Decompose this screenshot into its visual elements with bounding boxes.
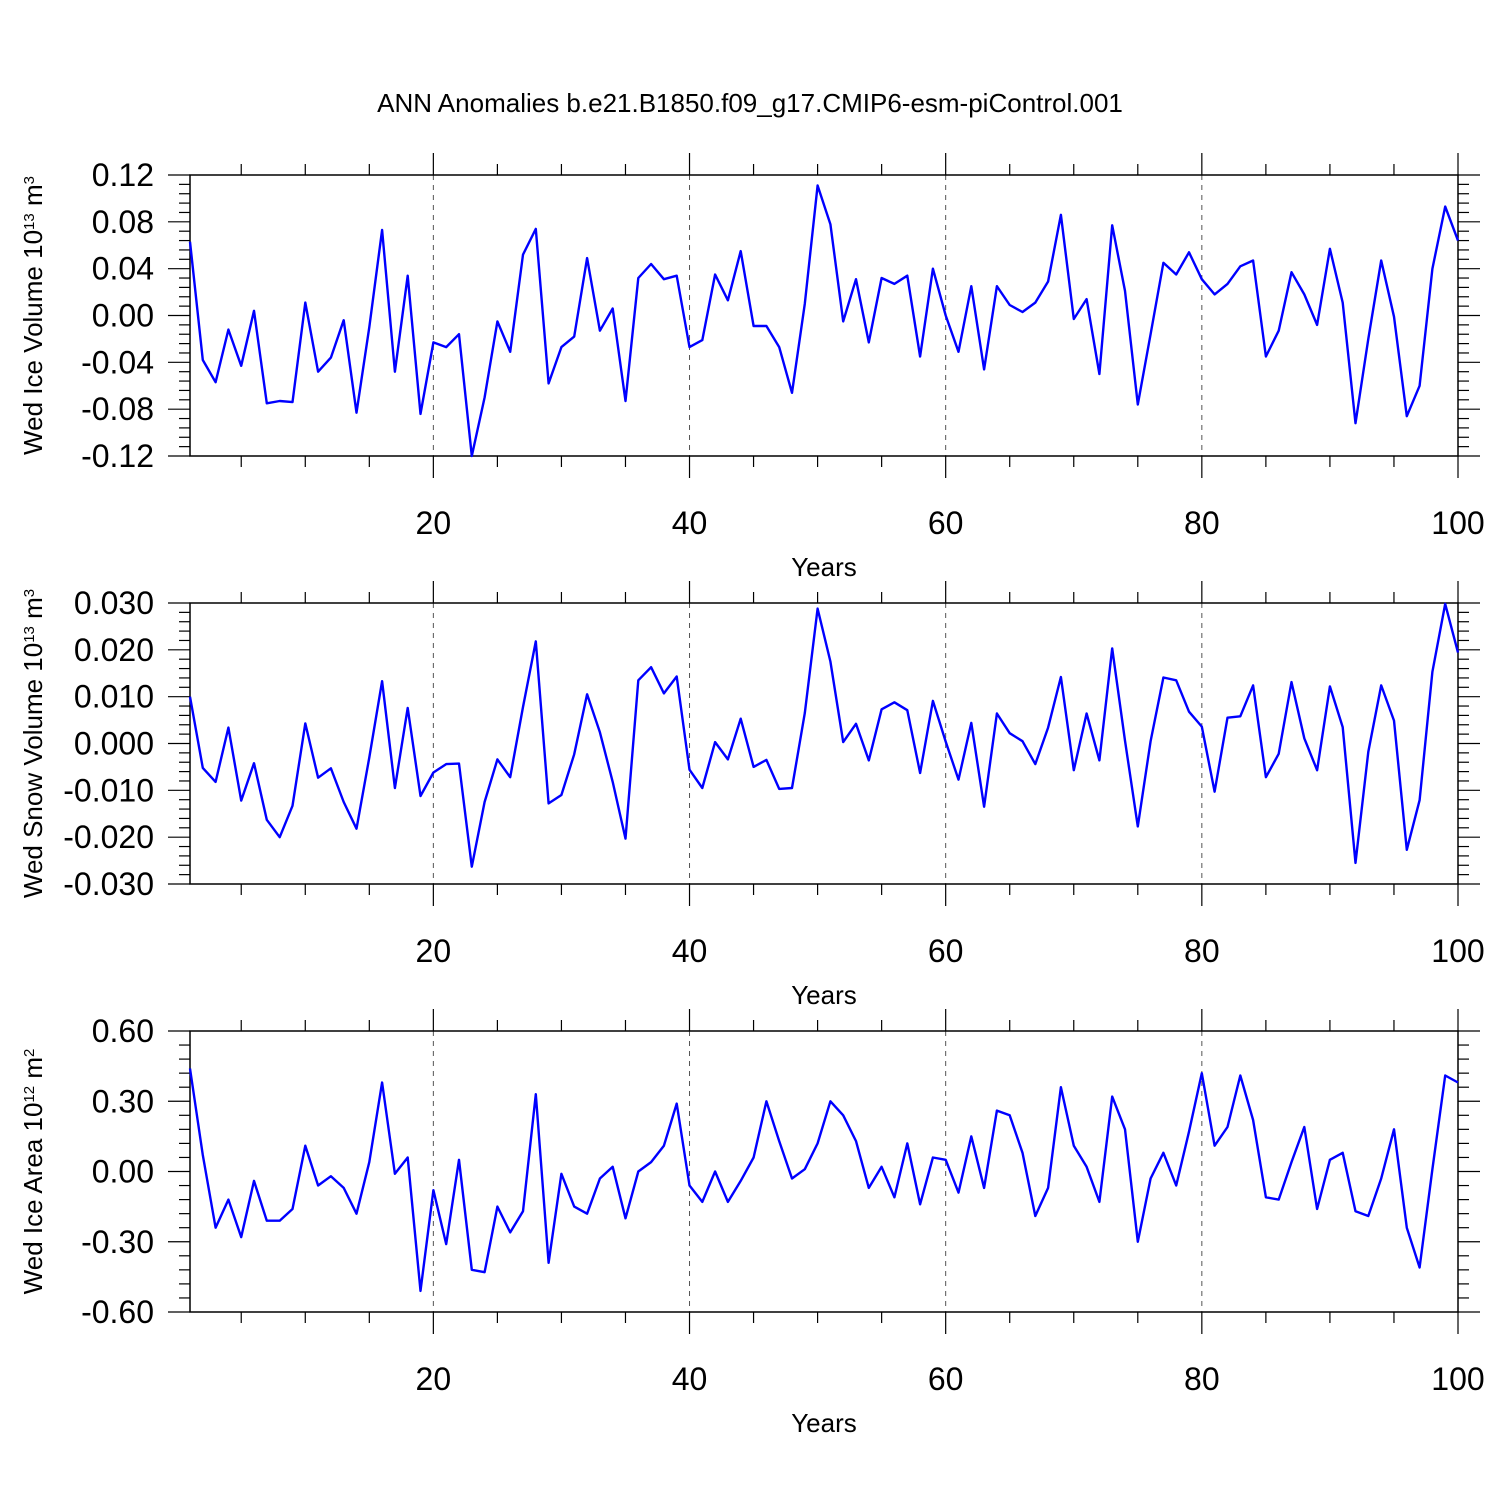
x-tick-label: 20 bbox=[416, 505, 452, 541]
plot-frame bbox=[189, 174, 1459, 457]
y-axis-title: Wed Snow Volume 1013 m3 bbox=[18, 589, 48, 898]
series-line-ice-area bbox=[188, 1068, 1459, 1293]
y-tick-label: -0.08 bbox=[81, 391, 154, 427]
y-tick-label: -0.04 bbox=[81, 344, 154, 380]
y-axis-title-part: Wed Ice Volume 10 bbox=[18, 230, 48, 455]
y-tick-label: -0.12 bbox=[81, 438, 154, 474]
x-axis-title: Years bbox=[791, 552, 857, 582]
y-axis-title-superscript: 2 bbox=[21, 1049, 38, 1057]
y-tick-label: 0.00 bbox=[92, 298, 154, 334]
y-tick-label: 0.60 bbox=[92, 1013, 154, 1049]
y-axis-title-superscript: 3 bbox=[21, 589, 38, 597]
x-tick-label: 20 bbox=[416, 933, 452, 969]
chart-title: ANN Anomalies b.e21.B1850.f09_g17.CMIP6-… bbox=[377, 88, 1123, 118]
y-axis-title-superscript: 12 bbox=[21, 1086, 38, 1103]
y-axis-title: Wed Ice Area 1012 m2 bbox=[18, 1049, 48, 1295]
y-tick-label: 0.08 bbox=[92, 204, 154, 240]
x-tick-label: 80 bbox=[1184, 505, 1220, 541]
y-axis-title-superscript: 3 bbox=[21, 176, 38, 184]
x-tick-label: 40 bbox=[672, 933, 708, 969]
plot-frame bbox=[189, 1030, 1459, 1313]
y-tick-label: -0.010 bbox=[63, 772, 154, 808]
y-axis-title-part: Wed Ice Area 10 bbox=[18, 1103, 48, 1295]
x-tick-label: 60 bbox=[928, 1361, 964, 1397]
x-tick-label: 100 bbox=[1431, 1361, 1484, 1397]
y-tick-label: 0.30 bbox=[92, 1083, 154, 1119]
x-tick-label: 60 bbox=[928, 933, 964, 969]
x-axis-title: Years bbox=[791, 1408, 857, 1438]
series-line-snow-volume bbox=[188, 602, 1460, 868]
x-tick-label: 80 bbox=[1184, 933, 1220, 969]
series-line-ice-volume bbox=[188, 184, 1460, 458]
y-tick-label: -0.030 bbox=[63, 866, 154, 902]
y-tick-label: 0.010 bbox=[74, 679, 154, 715]
x-tick-label: 100 bbox=[1431, 505, 1484, 541]
y-axis-title-part: m bbox=[18, 1057, 48, 1086]
plot-frame bbox=[189, 602, 1459, 885]
y-axis-title-part: Wed Snow Volume 10 bbox=[18, 643, 48, 898]
y-tick-label: 0.00 bbox=[92, 1154, 154, 1190]
panel-ice-volume: -0.12 -0.08 -0.04 0.00 0.04 0.08 0.12 20 40 60 80 1… bbox=[18, 153, 1485, 582]
x-tick-label: 40 bbox=[672, 505, 708, 541]
x-tick-label: 100 bbox=[1431, 933, 1484, 969]
panel-snow-volume: -0.030 -0.020 -0.010 0.000 0.010 0.020 0.030 20… bbox=[18, 581, 1485, 1010]
y-tick-label: -0.60 bbox=[81, 1294, 154, 1330]
y-axis-title-part: m bbox=[18, 184, 48, 213]
y-tick-label: 0.000 bbox=[74, 726, 154, 762]
y-tick-label: -0.30 bbox=[81, 1224, 154, 1260]
panel-ice-area: -0.60 -0.30 0.00 0.30 0.60 20 40 60 80 100 Years We… bbox=[18, 1009, 1485, 1438]
y-tick-label: 0.04 bbox=[92, 251, 154, 287]
y-tick-label: 0.030 bbox=[74, 585, 154, 621]
y-tick-label: 0.020 bbox=[74, 632, 154, 668]
y-tick-label: -0.020 bbox=[63, 819, 154, 855]
y-tick-label: 0.12 bbox=[92, 157, 154, 193]
y-axis-title-superscript: 13 bbox=[21, 213, 38, 230]
y-axis-title: Wed Ice Volume 1013 m3 bbox=[18, 176, 48, 455]
x-tick-label: 80 bbox=[1184, 1361, 1220, 1397]
y-axis-title-part: m bbox=[18, 597, 48, 626]
x-tick-label: 40 bbox=[672, 1361, 708, 1397]
x-axis-title: Years bbox=[791, 980, 857, 1010]
y-axis-title-superscript: 13 bbox=[21, 626, 38, 643]
x-tick-label: 60 bbox=[928, 505, 964, 541]
x-tick-label: 20 bbox=[416, 1361, 452, 1397]
